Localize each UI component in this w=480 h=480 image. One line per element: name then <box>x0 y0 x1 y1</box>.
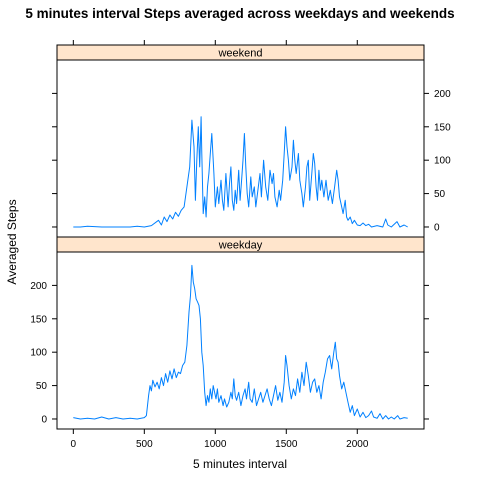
series-line-weekday <box>73 264 408 420</box>
y-tick-label-weekend-200: 200 <box>434 89 451 100</box>
plot-frame-weekend <box>56 59 425 238</box>
strip-label-weekend: weekend <box>217 48 262 60</box>
strip-label-weekday: weekday <box>218 240 263 252</box>
y-tick-label-weekday-50: 50 <box>36 381 48 392</box>
x-axis: 0 500 1000 1500 2000 <box>71 40 369 450</box>
y-tick-label-weekend-100: 100 <box>434 156 451 167</box>
x-tick-label-1500: 1500 <box>275 439 298 450</box>
y-tick-label-weekday-0: 0 <box>41 414 47 425</box>
y-axis-title: Averaged Steps <box>5 199 19 284</box>
chart-title: 5 minutes interval Steps averaged across… <box>25 6 454 21</box>
y-tick-label-weekend-150: 150 <box>434 122 451 133</box>
y-tick-label-weekday-200: 200 <box>30 281 47 292</box>
plot-frame-weekday <box>56 251 425 430</box>
y-tick-label-weekday-150: 150 <box>30 314 47 325</box>
x-axis-title: 5 minutes interval <box>193 457 287 471</box>
x-tick-label-1000: 1000 <box>204 439 227 450</box>
x-tick-label-500: 500 <box>136 439 153 450</box>
panel-weekend: weekend 0 50 100 150 200 <box>52 44 451 238</box>
y-tick-label-weekend-0: 0 <box>434 222 440 233</box>
panel-weekday: weekday 0 50 100 150 200 <box>30 236 429 430</box>
series-line-weekend <box>73 116 408 228</box>
y-tick-label-weekend-50: 50 <box>434 189 446 200</box>
x-tick-label-0: 0 <box>71 439 77 450</box>
y-tick-label-weekday-100: 100 <box>30 348 47 359</box>
panels-group: weekend 0 50 100 150 200 weekday 0 50 100 150 200 <box>30 44 451 430</box>
x-tick-label-2000: 2000 <box>346 439 369 450</box>
